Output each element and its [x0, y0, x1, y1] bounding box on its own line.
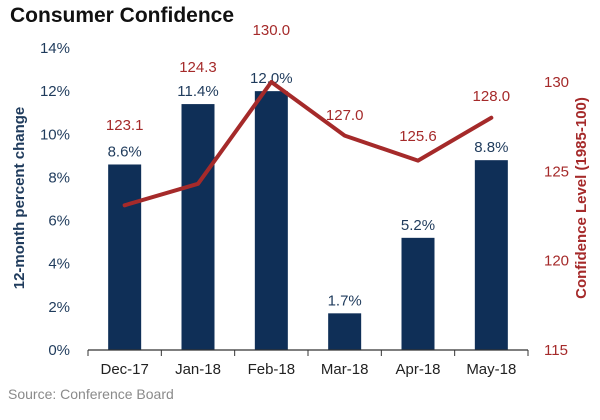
bar-value-label: 12.0%: [250, 70, 293, 87]
x-tick-label: Apr-18: [395, 361, 440, 378]
y-left-tick-label: 6%: [48, 213, 70, 230]
x-tick-label: Dec-17: [100, 361, 148, 378]
line-value-label: 124.3: [179, 59, 217, 76]
source-note: Source: Conference Board: [8, 386, 174, 402]
bar-labels: 8.6% 11.4% 12.0% 1.7% 5.2% 8.8%: [108, 70, 509, 309]
y-right-tick-label: 125: [544, 163, 569, 180]
x-axis-ticks: Dec-17 Jan-18 Feb-18 Mar-18 Apr-18 May-18: [87, 350, 529, 378]
line-value-label: 123.1: [106, 117, 144, 134]
y-right-ticks: 115 120 125 130: [544, 74, 569, 359]
x-tick-label: Feb-18: [248, 361, 296, 378]
bar-dec-17: [108, 164, 142, 350]
y-left-tick-label: 8%: [48, 169, 70, 186]
x-tick-label: May-18: [466, 361, 516, 378]
bar-value-label: 8.6%: [108, 143, 142, 160]
y-left-tick-label: 2%: [48, 299, 70, 316]
bar-jan-18: [181, 104, 215, 350]
y-right-tick-label: 130: [544, 74, 569, 91]
y-left-tick-label: 0%: [48, 342, 70, 359]
bar-value-label: 8.8%: [474, 139, 508, 156]
bar-apr-18: [401, 237, 435, 350]
x-tick-label: Jan-18: [175, 361, 221, 378]
bar-value-label: 5.2%: [401, 217, 435, 234]
chart-title: Consumer Confidence: [10, 4, 235, 27]
line-labels: 123.1 124.3 130.0 127.0 125.6 128.0: [106, 22, 510, 145]
y-left-axis-title: 12-month percent change: [11, 107, 28, 290]
y-right-tick-label: 120: [544, 253, 569, 270]
y-right-tick-label: 115: [544, 342, 568, 359]
bar-mar-18: [328, 313, 362, 350]
bar-feb-18: [254, 91, 288, 351]
line-value-label: 128.0: [473, 88, 511, 105]
bar-series: [108, 91, 508, 351]
y-left-tick-label: 10%: [40, 126, 70, 143]
y-left-tick-label: 4%: [48, 256, 70, 273]
y-left-ticks: 0% 2% 4% 6% 8% 10% 12% 14%: [40, 40, 70, 359]
bar-value-label: 1.7%: [328, 292, 362, 309]
bar-value-label: 11.4%: [177, 83, 218, 100]
x-tick-label: Mar-18: [321, 361, 369, 378]
y-left-tick-label: 14%: [40, 40, 70, 57]
line-value-label: 127.0: [326, 107, 364, 124]
confidence-line: [122, 80, 494, 208]
line-value-label: 125.6: [399, 128, 437, 145]
bar-may-18: [474, 160, 508, 350]
line-value-label: 130.0: [253, 22, 291, 39]
y-left-tick-label: 12%: [40, 83, 70, 100]
y-right-axis-title: Confidence Level (1985-100): [573, 97, 590, 299]
